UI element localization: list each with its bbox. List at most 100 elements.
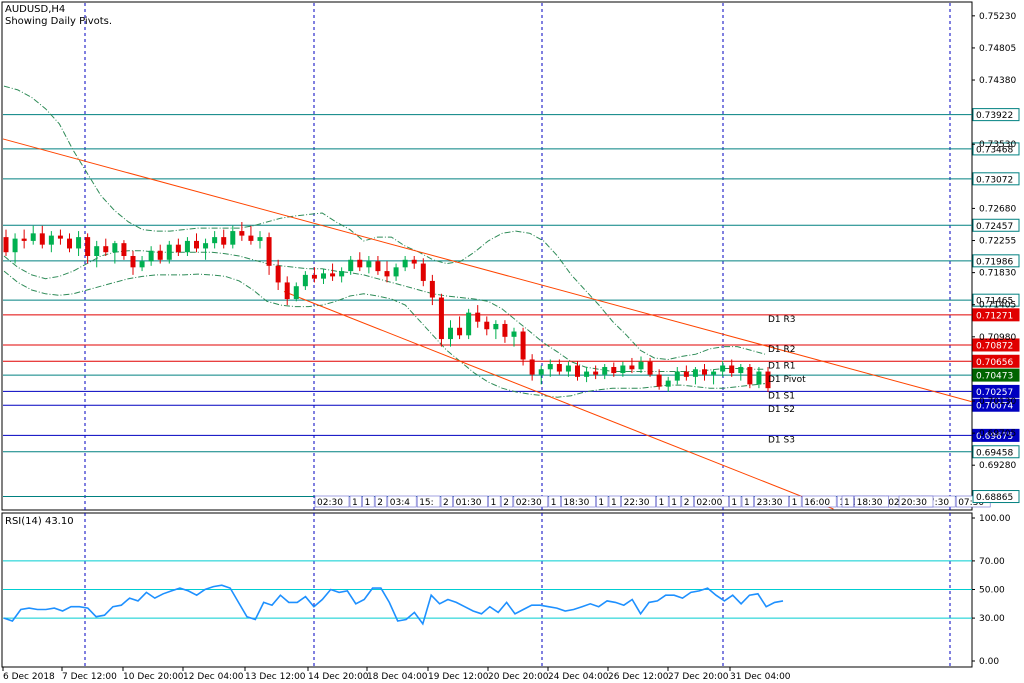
session-tag-label: 1	[671, 498, 677, 508]
price-tag-label: 0.72457	[976, 222, 1013, 232]
session-tag-box	[789, 495, 802, 508]
candle-body	[593, 371, 599, 375]
price-tag-label: 0.69675	[976, 432, 1013, 442]
candle	[547, 359, 553, 377]
price-tick-label: 0.71830	[979, 269, 1016, 279]
candle-body	[112, 243, 118, 253]
candle	[683, 365, 689, 381]
candle	[747, 363, 753, 389]
candle	[212, 231, 218, 249]
candle	[48, 231, 54, 253]
candle	[729, 359, 735, 377]
price-tick-label: 0.71405	[979, 301, 1016, 311]
candle-body	[420, 263, 426, 281]
candle	[484, 316, 490, 336]
session-time-tag: 1	[656, 495, 669, 508]
session-tag-box	[608, 495, 621, 508]
candle-body	[711, 371, 717, 375]
candle	[194, 233, 199, 253]
bollinger-lower-band	[3, 270, 766, 398]
candle	[311, 267, 317, 283]
session-time-tag: 1	[608, 495, 621, 508]
session-time-tag: 1	[741, 495, 754, 508]
candle	[139, 256, 145, 272]
candle-body	[620, 365, 626, 374]
session-tag-box	[729, 495, 742, 508]
session-time-tag: 02:30	[314, 495, 350, 508]
price-tick-label: 0.75230	[979, 12, 1016, 22]
session-tag-label: 1	[744, 498, 750, 508]
candle	[665, 376, 671, 392]
candle	[266, 232, 272, 275]
price-level-tag: 0.73072	[972, 172, 1020, 186]
rsi-line	[3, 584, 784, 626]
session-tag-box	[561, 495, 596, 508]
candle-body	[94, 246, 100, 256]
candle	[575, 360, 580, 381]
price-tag-box	[972, 254, 1020, 268]
time-tick-label: 19 Dec 12:00	[428, 672, 489, 682]
session-time-tag: 1	[668, 495, 682, 508]
pivot-label: D1 S3	[768, 435, 795, 445]
session-time-tag: 03:4	[387, 495, 417, 508]
candle-body	[330, 273, 336, 277]
candle-body	[67, 238, 72, 249]
candle-body	[720, 365, 726, 372]
candle	[511, 327, 517, 347]
candle-body	[638, 361, 644, 370]
candle	[620, 361, 626, 377]
time-tick-label: 13 Dec 12:00	[245, 672, 306, 682]
candle-body	[266, 237, 272, 266]
candle-body	[284, 282, 290, 300]
price-axis: 0.73922 0.73468 0.73072 0.72457 0.71986 0.714…	[972, 12, 1020, 504]
session-tag-label: 1	[551, 498, 557, 508]
candle-body	[665, 380, 671, 387]
session-tag-box	[741, 495, 754, 508]
candle	[293, 282, 299, 302]
session-tag-label: 2	[443, 498, 449, 508]
session-tag-label: 02:30	[516, 498, 542, 508]
candle-body	[384, 271, 390, 277]
candle	[339, 267, 345, 283]
session-tag-label: 15:	[419, 498, 433, 508]
trend-lines	[2, 138, 973, 510]
pivot-label: D1 R3	[768, 315, 796, 325]
candle	[565, 361, 571, 377]
candle	[203, 238, 209, 260]
candle-body	[130, 256, 136, 268]
price-level-tag: 0.68865	[972, 490, 1020, 504]
session-tag-label: 02:30	[317, 498, 343, 508]
price-tag-label: 0.70473	[976, 372, 1013, 382]
session-tag-box	[841, 495, 854, 508]
session-tag-box	[656, 495, 669, 508]
candle	[593, 365, 599, 380]
session-tag-box	[440, 495, 453, 508]
price-tag-label: 0.70074	[976, 402, 1013, 412]
price-level-tag: 0.70074	[972, 398, 1020, 412]
candle	[529, 354, 535, 381]
price-tag-label: 0.70257	[976, 388, 1013, 398]
session-tag-box	[387, 495, 417, 508]
candle	[393, 263, 399, 281]
candle	[230, 225, 236, 249]
session-time-tag: 1	[548, 495, 561, 508]
candle-body	[448, 327, 453, 340]
candle-body	[121, 243, 127, 256]
session-tag-box	[898, 495, 934, 508]
candle-body	[166, 244, 172, 260]
price-tag-label: 0.71465	[976, 297, 1013, 307]
candle-body	[411, 259, 417, 264]
candle-body	[502, 323, 508, 337]
candle-body	[520, 331, 526, 360]
candle	[157, 244, 163, 264]
candle	[112, 240, 118, 264]
candle	[30, 225, 36, 245]
candle	[520, 327, 526, 366]
session-tag-box	[548, 495, 561, 508]
price-tag-label: 0.70656	[976, 358, 1013, 368]
candle-body	[438, 297, 444, 340]
price-tick-label: 0.72680	[979, 204, 1016, 214]
candle	[375, 256, 381, 275]
time-tick-label: 20 Dec 20:00	[488, 672, 549, 682]
